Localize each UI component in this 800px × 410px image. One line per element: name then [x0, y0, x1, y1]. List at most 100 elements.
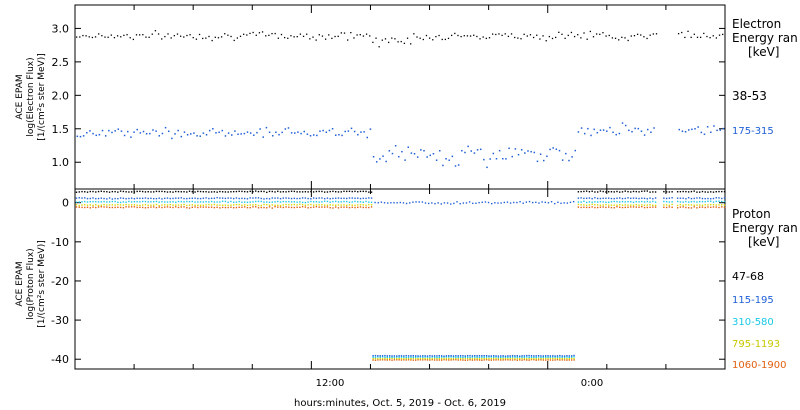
proton-310-580-point — [370, 201, 373, 204]
proton-fill-point — [556, 356, 559, 358]
proton-fill-point — [507, 355, 509, 357]
electron-38-53-point — [580, 37, 582, 39]
proton-fill-point — [436, 359, 438, 361]
proton-310-580-point — [224, 200, 227, 203]
electron-38-53-point — [529, 34, 532, 36]
proton-115-195-point — [263, 198, 265, 200]
proton-115-195-point — [257, 197, 260, 199]
proton-fill-point — [391, 356, 393, 358]
electron-175-315-point — [180, 135, 183, 138]
proton-115-195-point — [528, 200, 531, 203]
proton-1060-1900-point — [671, 206, 673, 208]
proton-1060-1900-point — [654, 206, 657, 208]
proton-fill-point — [488, 359, 490, 361]
proton-fill-point — [554, 356, 556, 358]
proton-1060-1900-point — [255, 206, 257, 208]
proton-310-580-point — [282, 200, 285, 203]
proton-795-1193-point — [279, 204, 282, 207]
proton-115-195-point — [155, 197, 158, 200]
proton-115-195-point — [293, 197, 296, 200]
proton-115-195-point — [197, 197, 199, 200]
proton-115-195-point — [646, 198, 649, 200]
proton-fill-point — [448, 355, 450, 357]
proton-795-1193-point — [268, 204, 271, 206]
proton-fill-point — [440, 359, 443, 361]
electron-175-315-point — [508, 147, 510, 150]
electron-38-53-point — [283, 36, 286, 39]
proton-115-195-point — [712, 197, 715, 200]
proton-y-tick-label: -10 — [51, 236, 69, 249]
proton-fill-point — [526, 359, 528, 361]
proton-310-580-point — [235, 201, 238, 203]
proton-47-68-point — [180, 191, 182, 193]
electron-38-53-point — [258, 32, 261, 34]
electron-175-315-point — [473, 152, 476, 154]
proton-795-1193-point — [613, 204, 615, 206]
proton-fill-point — [566, 355, 568, 357]
proton-47-68-point — [177, 190, 180, 193]
electron-38-53-point — [495, 33, 497, 36]
electron-175-315-point — [161, 132, 164, 135]
electron-38-53-point — [214, 36, 216, 38]
electron-38-53-point — [504, 33, 506, 35]
proton-fill-point — [561, 355, 563, 357]
electron-175-315-point — [309, 135, 312, 137]
proton-115-195-point — [462, 202, 465, 204]
electron-175-315-point — [111, 131, 113, 134]
electron-38-53-point — [567, 34, 569, 37]
proton-fill-point — [377, 355, 379, 357]
proton-fill-point — [393, 359, 396, 361]
proton-310-580-point — [721, 200, 723, 203]
electron-38-53-point — [173, 35, 175, 37]
proton-1060-1900-point — [147, 206, 149, 209]
proton-fill-point — [544, 356, 547, 358]
proton-47-68-point — [654, 191, 657, 193]
proton-47-68-point — [125, 191, 127, 193]
proton-310-580-point — [610, 200, 613, 203]
proton-115-195-point — [509, 202, 512, 204]
proton-fill-point — [386, 359, 389, 361]
electron-38-53-point — [186, 34, 188, 37]
proton-1060-1900-point — [277, 206, 279, 208]
proton-795-1193-point — [147, 204, 149, 207]
proton-310-580-point — [348, 201, 351, 204]
proton-795-1193-point — [310, 203, 312, 206]
proton-47-68-point — [707, 191, 709, 193]
proton-1060-1900-point — [180, 206, 182, 208]
electron-38-53-point — [101, 35, 103, 37]
electron-175-315-point — [555, 148, 558, 151]
electron-175-315-point — [290, 132, 293, 134]
electron-38-53-point — [296, 35, 298, 38]
proton-310-580-point — [191, 200, 194, 203]
electron-175-315-point — [297, 131, 299, 133]
electron-38-53-point — [135, 34, 138, 36]
proton-47-68-point — [188, 190, 191, 192]
proton-795-1193-point — [194, 204, 196, 206]
proton-1060-1900-point — [188, 207, 191, 209]
proton-795-1193-point — [202, 204, 205, 206]
electron-38-53-point — [312, 36, 314, 38]
proton-47-68-point — [671, 191, 673, 193]
proton-y-tick-label: -20 — [51, 275, 69, 288]
proton-47-68-point — [299, 191, 301, 193]
electron-175-315-point — [382, 155, 384, 157]
proton-115-195-point — [199, 197, 202, 200]
proton-47-68-point — [362, 190, 364, 193]
electron-38-53-point — [293, 36, 295, 38]
proton-fill-point — [528, 356, 530, 358]
proton-115-195-point — [75, 197, 78, 199]
proton-115-195-point — [701, 197, 704, 200]
proton-115-195-point — [478, 201, 480, 204]
proton-1060-1900-point — [321, 206, 323, 208]
electron-38-53-point — [621, 36, 623, 38]
proton-fill-point — [492, 357, 495, 360]
electron-175-315-point — [457, 164, 460, 166]
proton-fill-point — [492, 356, 495, 358]
proton-fill-point — [455, 357, 457, 360]
electron-38-53-point — [271, 32, 273, 35]
electron-175-315-point — [697, 126, 699, 128]
electron-38-53-point — [139, 34, 141, 36]
proton-795-1193-point — [199, 204, 202, 207]
proton-115-195-point — [453, 202, 455, 205]
proton-fill-point — [374, 356, 377, 359]
